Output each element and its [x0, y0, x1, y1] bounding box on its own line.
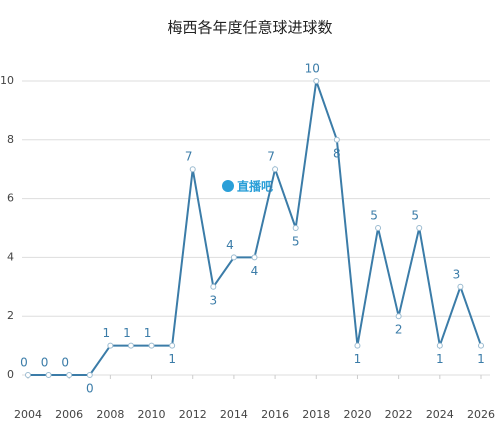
data-label: 1: [477, 352, 485, 366]
data-label: 5: [411, 209, 419, 223]
data-label: 4: [251, 264, 259, 278]
x-tick-label: 2014: [220, 408, 248, 421]
point: [333, 136, 340, 143]
series-line: [28, 80, 482, 376]
data-label: 2: [395, 323, 403, 337]
point: [292, 225, 299, 231]
x-tick-label: 2018: [302, 408, 330, 421]
point: [375, 225, 382, 231]
point: [272, 166, 279, 173]
data-label: 1: [103, 326, 111, 340]
point: [169, 342, 176, 349]
data-label: 1: [123, 326, 131, 340]
x-tick-label: 2020: [343, 408, 371, 421]
x-tick-label: 2012: [179, 408, 207, 421]
data-label: 3: [209, 293, 217, 307]
data-label: 8: [333, 146, 341, 160]
data-label: 0: [86, 382, 94, 396]
data-label: 10: [305, 62, 320, 76]
data-label: 7: [185, 150, 193, 164]
x-tick-label: 2016: [261, 408, 289, 421]
data-label: 7: [267, 150, 275, 164]
watermark: 直播吧: [237, 179, 273, 194]
y-tick-label: 10: [0, 74, 14, 87]
point: [45, 372, 52, 378]
data-label: 1: [144, 326, 152, 340]
y-tick-label: 4: [7, 250, 14, 263]
x-tick-label: 2022: [385, 408, 413, 421]
point: [313, 78, 320, 84]
x-tick-label: 2026: [467, 408, 495, 421]
data-label: 0: [61, 356, 69, 370]
data-label: 5: [292, 235, 300, 249]
point: [251, 254, 258, 261]
y-tick-label: 2: [7, 309, 14, 322]
data-label: 1: [168, 352, 176, 366]
point: [86, 372, 93, 378]
data-label: 5: [370, 209, 378, 223]
point: [107, 342, 114, 349]
y-tick-label: 6: [7, 192, 14, 205]
point: [436, 342, 443, 349]
data-label: 1: [436, 352, 444, 366]
point: [127, 342, 134, 349]
point: [478, 342, 484, 349]
chart-title: 梅西各年度任意球进球数: [167, 19, 332, 37]
point: [354, 342, 361, 349]
x-tick-label: 2006: [55, 408, 83, 421]
point: [66, 372, 73, 378]
point: [189, 166, 196, 173]
point: [416, 225, 423, 231]
y-tick-label: 0: [7, 368, 14, 381]
data-label: 1: [354, 352, 362, 366]
point: [457, 283, 464, 290]
x-tick-label: 2024: [426, 408, 454, 421]
point: [230, 254, 237, 261]
x-tick-label: 2008: [96, 408, 124, 421]
data-label: 0: [41, 356, 49, 370]
watermark-logo: [222, 180, 234, 192]
point: [210, 283, 217, 290]
y-tick-label: 8: [7, 133, 14, 146]
point: [395, 313, 402, 320]
point: [25, 372, 31, 378]
x-tick-label: 2004: [14, 408, 42, 421]
x-tick-label: 2010: [138, 408, 166, 421]
data-label: 0: [20, 356, 28, 370]
data-label: 3: [453, 267, 461, 281]
point: [148, 342, 155, 349]
data-label: 4: [226, 238, 234, 252]
